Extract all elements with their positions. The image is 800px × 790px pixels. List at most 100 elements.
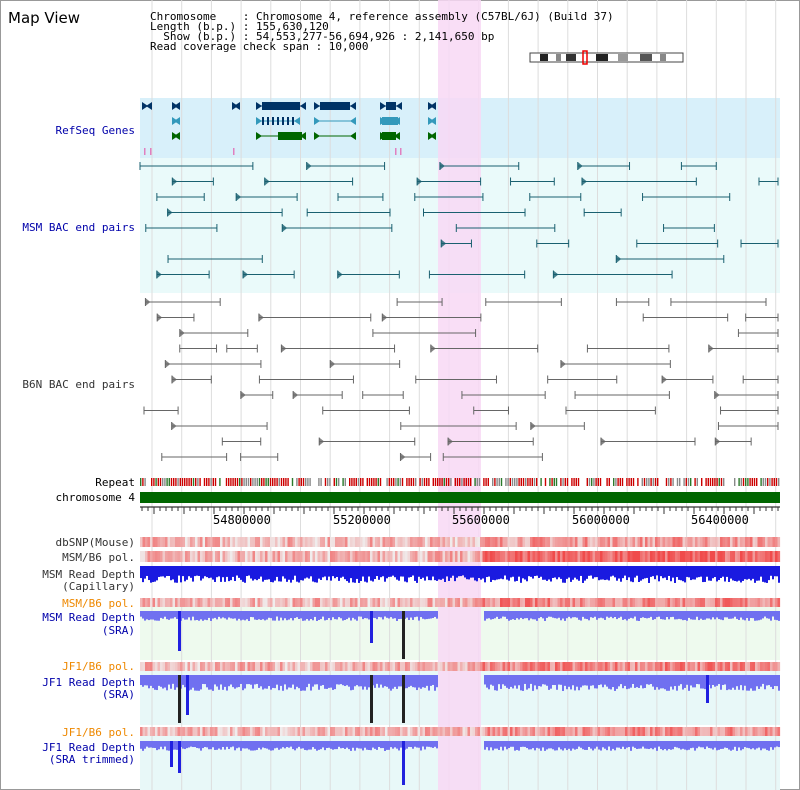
jf1-pol-cell <box>630 662 633 671</box>
msm-cap-depth-bar <box>734 566 736 582</box>
jf1-sra-depth-bar <box>544 675 546 685</box>
jf1-pol2-cell <box>720 727 723 736</box>
msm-pol2-cell <box>695 598 698 607</box>
msm-pol-cell <box>242 551 246 562</box>
msm-sra-depth-bar <box>364 611 366 619</box>
jf1-pol2-cell <box>530 727 533 736</box>
msm-cap-depth-bar <box>706 566 708 577</box>
msm-sra-depth-bar <box>330 611 332 621</box>
jf1-sra-depth-bar <box>758 675 760 689</box>
jf1-trim-depth-bar <box>364 741 366 748</box>
jf1-sra-depth-bar <box>344 675 346 687</box>
msm-sra-depth-bar <box>150 611 152 620</box>
dbsnp-cell <box>255 537 258 547</box>
jf1-sra-depth-bar <box>756 675 758 687</box>
jf1-pol2-cell <box>215 727 218 736</box>
track-label-b6n-bac[interactable]: B6N BAC end pairs <box>22 378 135 391</box>
msm-sra-depth-bar <box>520 611 522 618</box>
msm-cap-depth-bar <box>732 566 734 581</box>
msm-sra-depth-bar <box>396 611 398 621</box>
msm-pol2-cell <box>757 598 761 607</box>
repeat-segment <box>672 478 674 486</box>
track-label-msm-b6-pol-1: MSM/B6 pol. <box>62 551 135 564</box>
msm-cap-depth-bar <box>270 566 272 582</box>
jf1-trim-depth-bar <box>558 741 560 748</box>
jf1-pol2-cell <box>235 727 238 736</box>
dbsnp-cell <box>467 537 471 547</box>
jf1-sra-depth-bar <box>222 675 224 690</box>
track-label-refseq[interactable]: RefSeq Genes <box>55 124 135 137</box>
msm-cap-depth-bar <box>612 566 614 576</box>
jf1-trim-depth-bar <box>254 741 256 751</box>
dbsnp-cell <box>317 537 321 547</box>
jf1-trim-depth-bar <box>346 741 348 748</box>
msm-pol2-cell <box>560 598 563 607</box>
jf1-pol-cell <box>232 662 236 671</box>
repeat-segment <box>593 478 595 486</box>
msm-sra-depth-bar <box>154 611 156 621</box>
jf1-pol-cell <box>302 662 306 671</box>
jf1-pol-cell <box>462 662 466 671</box>
jf1-pol2-cell <box>622 727 626 736</box>
jf1-pol-cell <box>240 662 243 671</box>
msm-pol2-cell <box>745 598 748 607</box>
msm-pol-cell <box>775 551 778 562</box>
msm-cap-depth-bar <box>152 566 154 583</box>
msm-pol2-cell <box>250 598 253 607</box>
jf1-pol2-cell <box>407 727 411 736</box>
jf1-trim-depth-bar <box>650 741 652 749</box>
msm-pol-cell <box>345 551 348 562</box>
jf1-sra-depth-bar <box>634 675 636 688</box>
jf1-pol2-cell <box>595 727 598 736</box>
b6n-bac-arrow <box>258 313 264 322</box>
msm-pol-cell <box>167 551 171 562</box>
dbsnp-cell <box>535 537 538 547</box>
jf1-sra-depth-bar <box>580 675 582 688</box>
msm-cap-depth-bar <box>230 566 232 581</box>
msm-pol2-cell <box>722 598 726 607</box>
jf1-pol2-cell <box>415 727 418 736</box>
dbsnp-cell <box>547 537 551 547</box>
jf1-sra-depth-bar <box>226 675 228 691</box>
repeat-segment <box>423 478 426 486</box>
jf1-pol2-cell <box>745 727 748 736</box>
repeat-segment <box>661 478 663 486</box>
msm-cap-depth-bar <box>742 566 744 581</box>
repeat-segment <box>313 478 316 486</box>
msm-cap-depth-bar <box>276 566 278 577</box>
msm-pol-cell <box>667 551 671 562</box>
jf1-sra-depth-bar <box>238 675 240 688</box>
repeat-segment <box>197 478 199 486</box>
dbsnp-cell <box>477 537 481 547</box>
msm-cap-depth-bar <box>250 566 252 579</box>
jf1-pol2-cell <box>615 727 618 736</box>
jf1-pol2-cell <box>385 727 388 736</box>
msm-cap-depth-bar <box>442 566 444 579</box>
jf1-sra-depth-bar <box>776 675 778 687</box>
jf1-pol-cell <box>142 662 146 671</box>
jf1-trim-depth-bar <box>672 741 674 750</box>
msm-cap-depth-bar <box>744 566 746 580</box>
jf1-trim-depth-bar <box>416 741 418 748</box>
msm-cap-depth-bar <box>746 566 748 580</box>
msm-sra-depth-bar <box>694 611 696 620</box>
jf1-pol-cell <box>330 662 333 671</box>
jf1-pol-cell <box>735 662 738 671</box>
msm-sra-depth-bar <box>148 611 150 621</box>
dbsnp-cell <box>420 537 423 547</box>
track-label-msm-bac[interactable]: MSM BAC end pairs <box>22 221 135 234</box>
jf1-trim-depth-bar <box>598 741 600 750</box>
msm-pol-cell <box>645 551 648 562</box>
jf1-pol2-cell <box>160 727 163 736</box>
msm-pol2-cell <box>390 598 393 607</box>
jf1-sra-depth-spike <box>706 675 709 703</box>
msm-sra-depth-bar <box>320 611 322 620</box>
jf1-pol-cell <box>192 662 196 671</box>
jf1-pol2-cell <box>267 727 271 736</box>
jf1-pol-cell <box>770 662 773 671</box>
jf1-sra-depth-bar <box>484 675 486 685</box>
msm-sra-depth-bar <box>610 611 612 617</box>
jf1-trim-depth-bar <box>724 741 726 748</box>
msm-pol2-cell <box>522 598 526 607</box>
